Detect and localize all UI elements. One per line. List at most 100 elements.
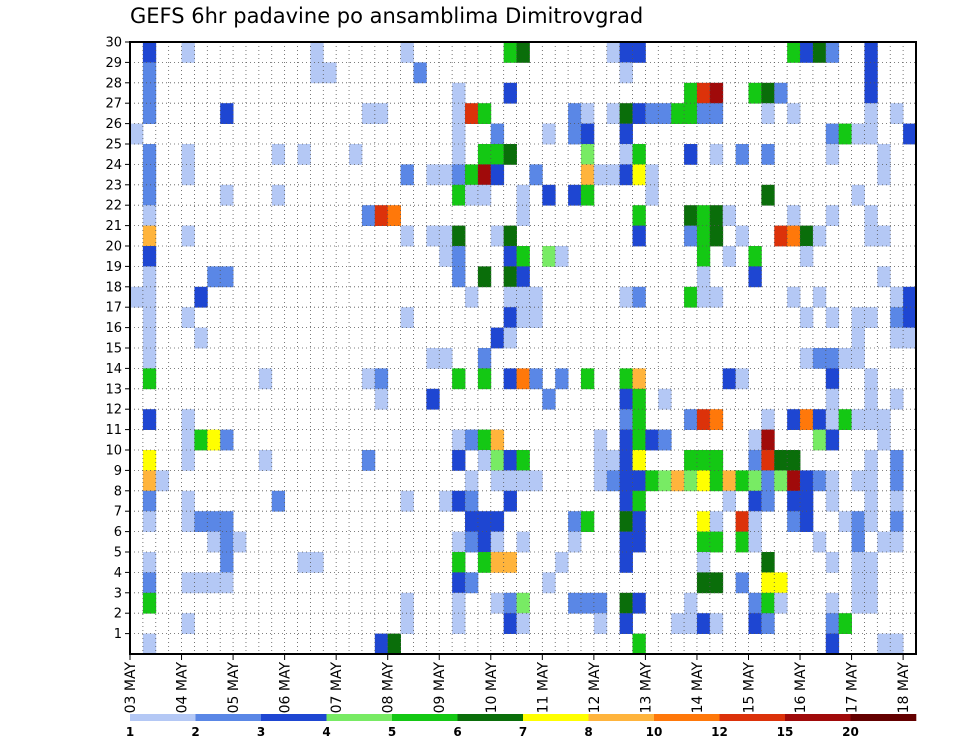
- heatmap-cell: [400, 490, 414, 512]
- heatmap-cell: [645, 470, 659, 492]
- heatmap-cell: [645, 103, 659, 124]
- heatmap-cell: [838, 348, 852, 369]
- heatmap-cell: [774, 572, 788, 594]
- colorbar-label: 3: [257, 725, 265, 739]
- heatmap-cell: [645, 429, 659, 451]
- y-tick-label: 6: [114, 525, 122, 540]
- heatmap-cell: [490, 123, 505, 145]
- heatmap-cell: [529, 470, 543, 492]
- heatmap-cell: [632, 388, 646, 410]
- heatmap-cell: [568, 511, 582, 532]
- heatmap-cell: [812, 286, 827, 308]
- x-tick-label: 10 MAY: [484, 662, 500, 714]
- heatmap-cell: [142, 327, 157, 349]
- heatmap-cell: [748, 470, 762, 492]
- heatmap-cell: [696, 613, 711, 634]
- heatmap-cell: [142, 572, 157, 594]
- heatmap-cell: [619, 552, 633, 573]
- heatmap-cell: [529, 307, 543, 328]
- heatmap-cell: [877, 409, 891, 430]
- heatmap-cell: [580, 592, 595, 614]
- heatmap-cell: [477, 511, 492, 532]
- heatmap-cell: [529, 164, 543, 186]
- y-tick-label: 27: [105, 97, 122, 112]
- heatmap-cell: [142, 246, 157, 267]
- heatmap-cell: [194, 327, 208, 349]
- heatmap-cell: [735, 368, 749, 390]
- heatmap-cell: [671, 613, 685, 634]
- heatmap-cell: [606, 164, 621, 186]
- heatmap-cell: [825, 409, 840, 430]
- heatmap-cell: [516, 307, 530, 328]
- heatmap-cell: [825, 429, 840, 451]
- heatmap-cell: [207, 531, 221, 553]
- y-tick-label: 5: [114, 546, 122, 561]
- heatmap-cell: [452, 368, 466, 390]
- heatmap-cell: [838, 409, 852, 430]
- heatmap-cell: [864, 307, 878, 328]
- chart-title: GEFS 6hr padavine po ansamblima Dimitrov…: [130, 4, 644, 28]
- heatmap-cell: [361, 205, 376, 226]
- heatmap-cell: [709, 82, 724, 104]
- heatmap-cell: [658, 103, 672, 124]
- heatmap-cell: [452, 552, 466, 573]
- heatmap-cell: [838, 511, 852, 532]
- heatmap-cell: [439, 225, 453, 247]
- heatmap-cell: [619, 450, 633, 471]
- heatmap-cell: [426, 225, 440, 247]
- heatmap-cell: [800, 490, 814, 512]
- heatmap-cell: [800, 470, 814, 492]
- heatmap-cell: [684, 82, 698, 104]
- heatmap-cell: [864, 572, 878, 594]
- heatmap-cell: [748, 490, 762, 512]
- heatmap-cell: [774, 450, 788, 471]
- heatmap-cell: [516, 470, 530, 492]
- colorbar-segment: [326, 714, 393, 721]
- heatmap-cell: [735, 531, 749, 553]
- heatmap-cell: [684, 409, 698, 430]
- heatmap-cell: [220, 511, 234, 532]
- heatmap-cell: [310, 552, 324, 573]
- heatmap-cell: [374, 388, 389, 410]
- colorbar-label: 4: [322, 725, 330, 739]
- heatmap-cell: [864, 450, 878, 471]
- colorbar-label: 8: [584, 725, 592, 739]
- heatmap-cell: [142, 82, 157, 104]
- heatmap-cell: [619, 164, 633, 186]
- heatmap-cell: [593, 164, 608, 186]
- heatmap-cell: [722, 368, 737, 390]
- heatmap-cell: [606, 103, 621, 124]
- heatmap-cell: [735, 572, 749, 594]
- heatmap-cell: [271, 144, 286, 165]
- heatmap-cell: [735, 225, 749, 247]
- heatmap-cell: [477, 552, 492, 573]
- heatmap-cell: [452, 450, 466, 471]
- heatmap-cell: [722, 470, 737, 492]
- heatmap-cell: [735, 511, 749, 532]
- heatmap-cell: [310, 42, 324, 63]
- heatmap-cell: [568, 184, 582, 206]
- heatmap-cell: [825, 388, 840, 410]
- heatmap-cell: [271, 184, 286, 206]
- y-tick-label: 23: [105, 178, 122, 193]
- heatmap-cell: [800, 42, 814, 63]
- heatmap-cell: [890, 531, 904, 553]
- heatmap-cell: [452, 266, 466, 288]
- heatmap-cell: [194, 511, 208, 532]
- heatmap-cell: [619, 490, 633, 512]
- heatmap-cell: [851, 572, 865, 594]
- colorbar-segment: [130, 714, 196, 721]
- heatmap-cell: [452, 144, 466, 165]
- heatmap-cell: [490, 327, 505, 349]
- heatmap-cell: [696, 286, 711, 308]
- heatmap-cell: [825, 42, 840, 63]
- y-tick-label: 29: [105, 56, 122, 71]
- y-tick-label: 1: [114, 627, 122, 642]
- heatmap-cell: [155, 470, 170, 492]
- heatmap-cell: [696, 82, 711, 104]
- heatmap-cell: [722, 490, 737, 512]
- heatmap-cell: [748, 429, 762, 451]
- heatmap-cell: [503, 368, 517, 390]
- heatmap-cell: [735, 470, 749, 492]
- heatmap-cell: [490, 592, 505, 614]
